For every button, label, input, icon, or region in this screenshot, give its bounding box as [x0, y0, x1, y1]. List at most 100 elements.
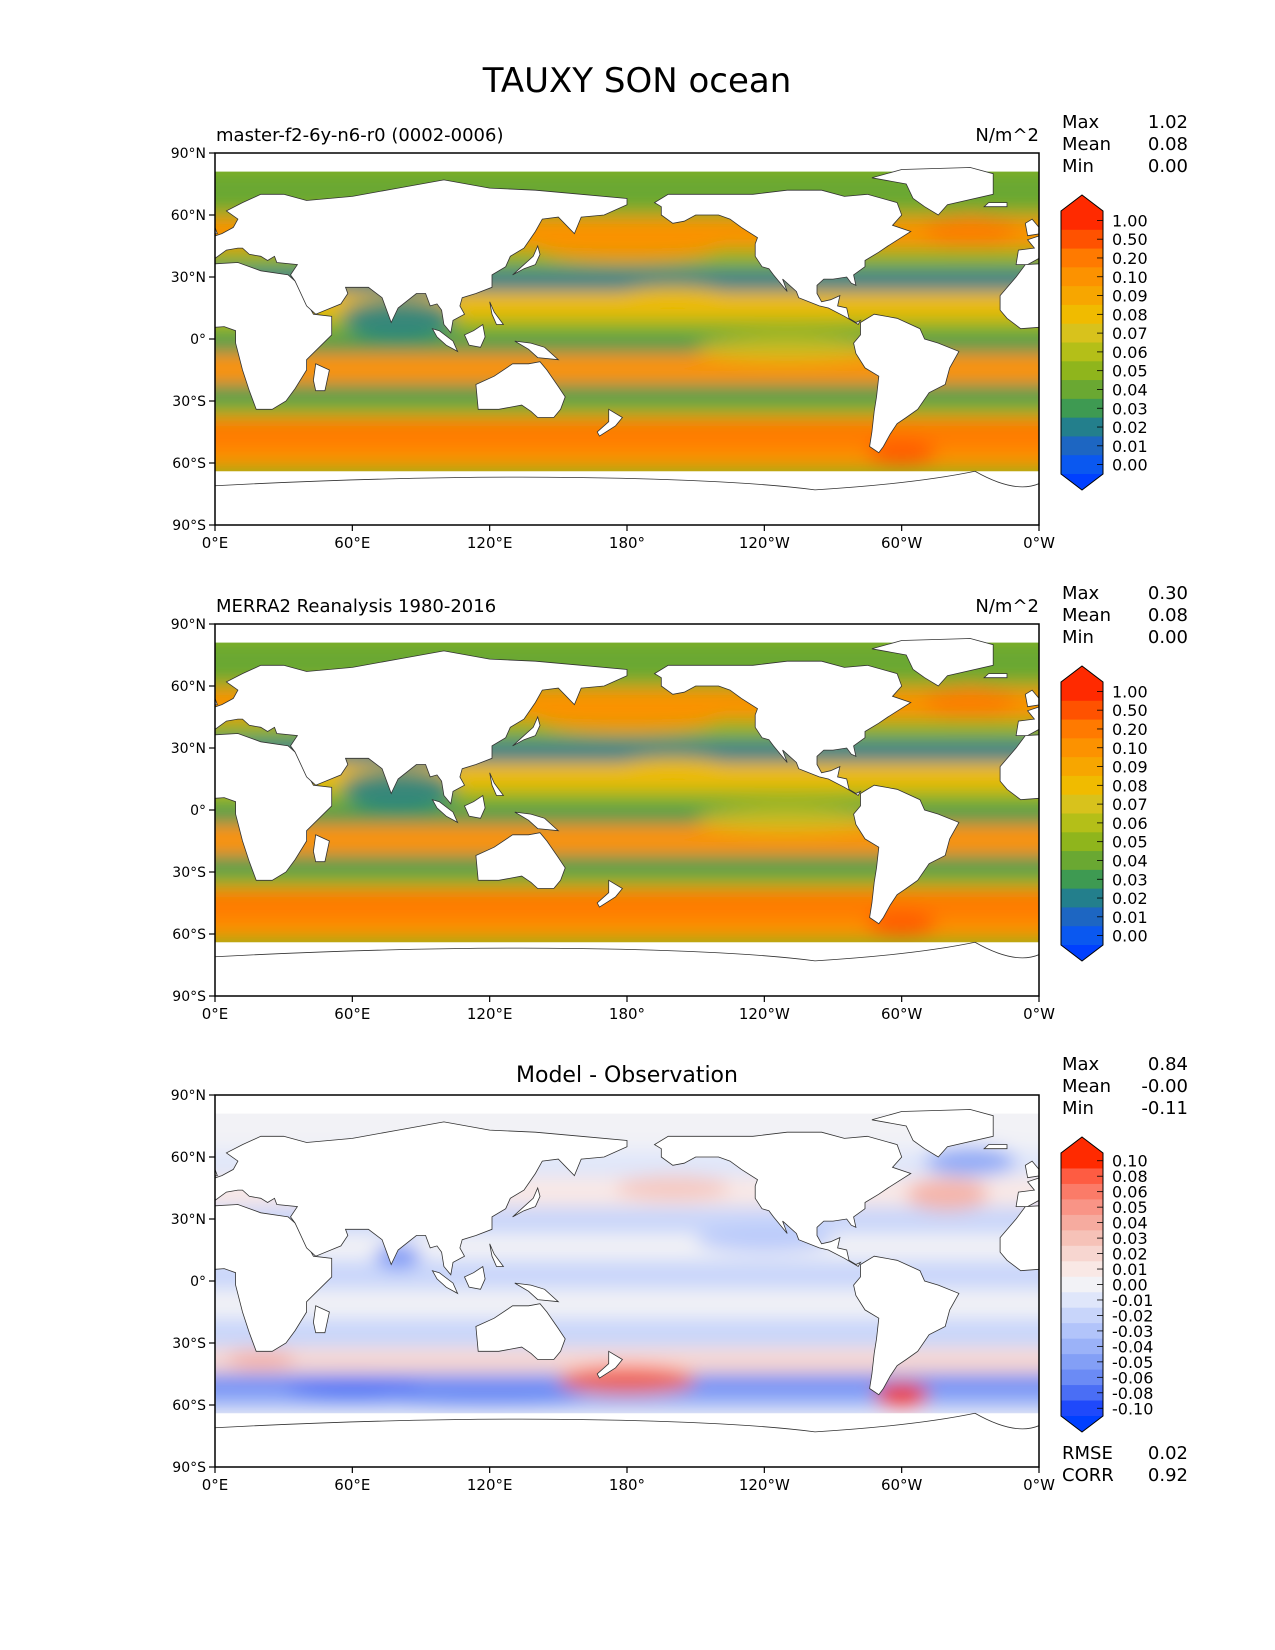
colorbar-tick-label: 0.06 [1112, 343, 1148, 362]
map-panel-3: Model - Observation 90°N 60°N 30°N 0° 30°S 60… [171, 1054, 1188, 1494]
colorbar-swatch [1061, 832, 1103, 852]
panel-left-title: MERRA2 Reanalysis 1980-2016 [216, 596, 496, 617]
map-land [215, 638, 1039, 962]
colorbar-swatch [1061, 1292, 1103, 1309]
y-ticks: 90°N 60°N 30°N 0° 30°S 60°S 90°S [171, 617, 215, 1005]
colorbar-swatch [1061, 286, 1103, 306]
colorbar-tick-label: 0.04 [1112, 380, 1148, 399]
panel-center-title: Model - Observation [516, 1063, 738, 1088]
x-ticks: 0°E 60°E 120°E 180° 120°W 60°W 0°W [202, 525, 1055, 552]
x-tick-label: 0°E [202, 534, 229, 552]
colorbar-swatch [1061, 794, 1103, 814]
map-field [215, 1095, 1039, 1467]
colorbar-swatch [1061, 1230, 1103, 1247]
stat-value: 0.30 [1148, 583, 1188, 604]
stat-label: CORR [1062, 1465, 1114, 1486]
colorbar-swatch [1061, 380, 1103, 400]
colorbar-swatch [1061, 323, 1103, 343]
colorbar-swatch [1061, 1245, 1103, 1262]
colorbar: 1.000.500.200.100.090.080.070.060.050.04… [1060, 194, 1148, 491]
colorbar-swatch [1061, 1199, 1103, 1216]
colorbar-swatch [1061, 1276, 1103, 1293]
stat-value: -0.11 [1141, 1098, 1188, 1119]
y-tick-label: 90°N [171, 146, 206, 162]
colorbar-swatch [1061, 1354, 1103, 1371]
x-tick-label: 60°E [334, 1476, 370, 1494]
colorbar-tick-label: 0.20 [1112, 249, 1148, 268]
colorbar-swatch [1061, 1168, 1103, 1185]
colorbar-tick-label: 0.07 [1112, 324, 1148, 343]
colorbar-swatch [1061, 417, 1103, 437]
x-tick-label: 0°E [202, 1005, 229, 1023]
panel-units: N/m^2 [975, 596, 1039, 617]
stat-value: 0.08 [1148, 134, 1188, 155]
y-tick-label: 0° [190, 332, 206, 348]
x-tick-label: 60°W [881, 534, 923, 552]
colorbar: 0.100.080.060.050.040.030.020.010.00-0.0… [1060, 1136, 1153, 1433]
colorbar-swatch [1061, 361, 1103, 381]
x-tick-label: 180° [609, 1005, 645, 1023]
y-tick-label: 30°S [172, 394, 206, 410]
colorbar-tick-label: -0.06 [1112, 1368, 1153, 1387]
y-tick-label: 60°S [172, 927, 206, 943]
colorbar-tick-label: -0.10 [1112, 1399, 1153, 1418]
colorbar-swatch [1061, 342, 1103, 362]
colorbar-tick-label: 0.08 [1112, 1167, 1148, 1186]
y-tick-label: 30°S [172, 1336, 206, 1352]
y-tick-label: 0° [190, 803, 206, 819]
colorbar-swatch [1061, 1214, 1103, 1231]
y-tick-label: 60°S [172, 456, 206, 472]
stats: Max 1.02 Mean 0.08 Min 0.00 [1062, 112, 1188, 177]
x-tick-label: 0°W [1023, 534, 1055, 552]
x-tick-label: 120°E [467, 1476, 513, 1494]
colorbar-swatch [1061, 1261, 1103, 1278]
y-tick-label: 60°S [172, 1398, 206, 1414]
colorbar-swatch [1061, 700, 1103, 721]
colorbar-swatch [1061, 436, 1103, 456]
colorbar-tick-label: 0.03 [1112, 870, 1148, 889]
colorbar-tick-label: 0.01 [1112, 437, 1148, 456]
colorbar-tick-label: 0.01 [1112, 1260, 1148, 1279]
y-tick-label: 90°N [171, 617, 206, 633]
stat-label: Mean [1062, 134, 1111, 155]
colorbar-swatch [1061, 267, 1103, 287]
colorbar-swatch [1061, 775, 1103, 796]
colorbar-tick-label: -0.08 [1112, 1384, 1153, 1403]
colorbar-tick-label: 0.09 [1112, 287, 1148, 306]
colorbar-tick-label: 0.02 [1112, 889, 1148, 908]
y-tick-label: 90°S [172, 1460, 206, 1476]
stat-label: Max [1062, 1054, 1100, 1075]
stats: Max 0.30 Mean 0.08 Min 0.00 [1062, 583, 1188, 648]
stat-label: RMSE [1062, 1443, 1113, 1464]
x-tick-label: 60°E [334, 534, 370, 552]
stat-label: Max [1062, 112, 1100, 133]
y-tick-label: 60°N [171, 679, 206, 695]
colorbar-tick-label: 0.50 [1112, 230, 1148, 249]
stat-label: Min [1062, 627, 1094, 648]
colorbar-tick-label: 0.05 [1112, 362, 1148, 381]
colorbar-swatch [1061, 248, 1103, 268]
x-tick-label: 120°E [467, 534, 513, 552]
x-ticks: 0°E 60°E 120°E 180° 120°W 60°W 0°W [202, 1467, 1055, 1494]
colorbar-tick-label: 0.02 [1112, 418, 1148, 437]
stat-value: 0.08 [1148, 605, 1188, 626]
colorbar-swatch [1061, 1369, 1103, 1386]
stat-label: Max [1062, 583, 1100, 604]
colorbar-swatch [1061, 455, 1103, 475]
stats: Max 0.84 Mean -0.00 Min -0.11 RMSE 0.02 CORR 0.92 [1062, 1054, 1188, 1486]
colorbar-tick-label: 0.00 [1112, 927, 1148, 946]
colorbar-tick-label: 0.00 [1112, 456, 1148, 475]
colorbar-tick-label: 0.08 [1112, 776, 1148, 795]
colorbar-tick-label: 0.03 [1112, 399, 1148, 418]
y-tick-label: 60°N [171, 208, 206, 224]
stat-label: Mean [1062, 1076, 1111, 1097]
colorbar-tick-label: 0.10 [1112, 268, 1148, 287]
map-panel-2: MERRA2 Reanalysis 1980-2016 N/m^2 90°N 60… [171, 583, 1188, 1023]
colorbar-tick-label: 0.04 [1112, 851, 1148, 870]
x-tick-label: 120°W [739, 1476, 790, 1494]
colorbar-tick-label: 1.00 [1112, 211, 1148, 230]
x-tick-label: 120°W [739, 534, 790, 552]
colorbar-swatch [1061, 851, 1103, 871]
colorbar-tick-label: 1.00 [1112, 682, 1148, 701]
colorbar: 1.000.500.200.100.090.080.070.060.050.04… [1060, 665, 1148, 962]
